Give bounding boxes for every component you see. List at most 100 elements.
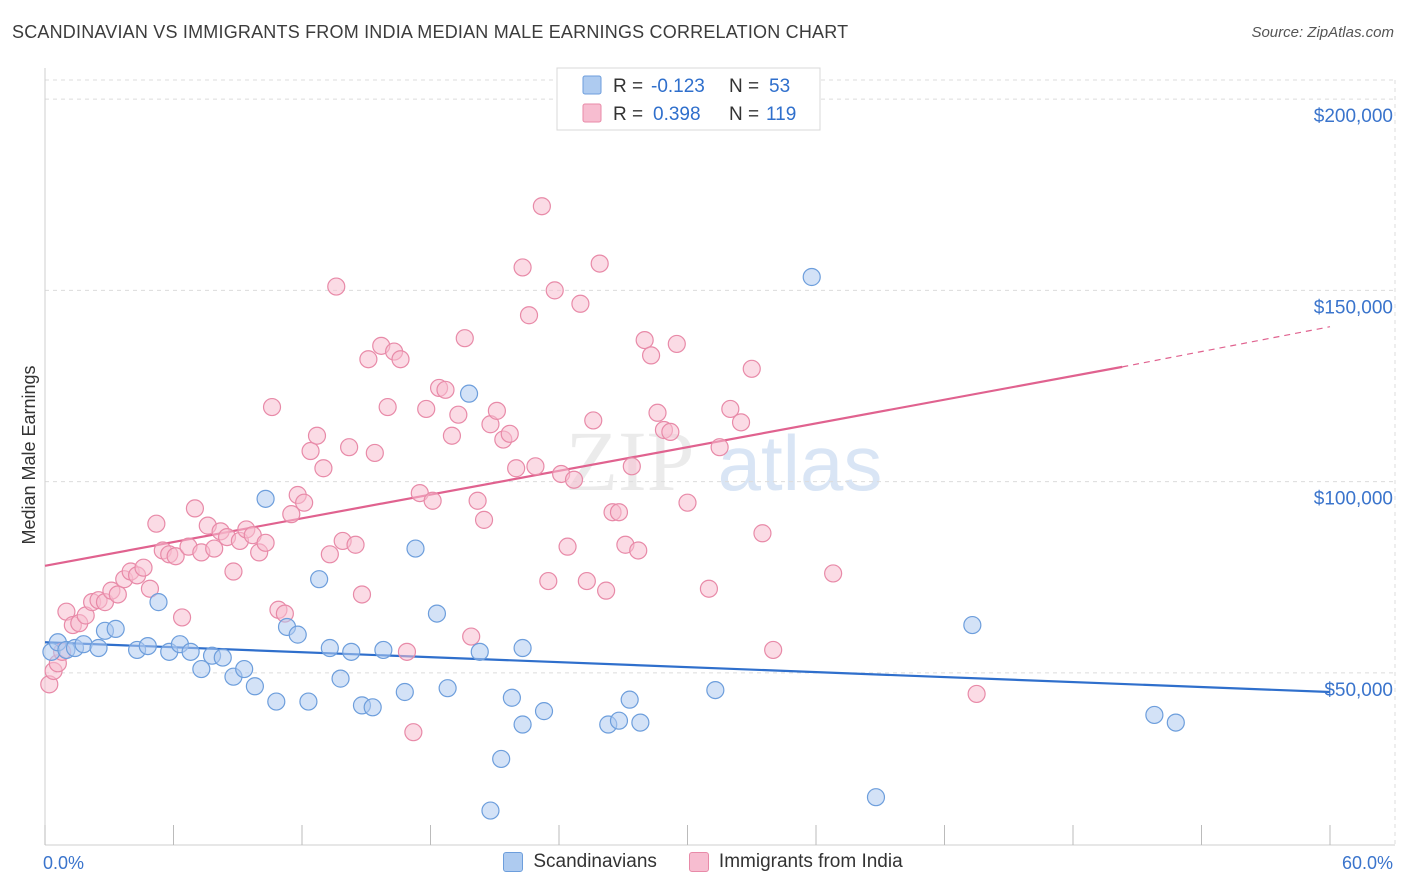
point-india bbox=[584, 411, 603, 430]
point-india bbox=[442, 426, 462, 445]
point-india bbox=[635, 331, 654, 350]
point-scandinavians bbox=[963, 615, 982, 635]
point-scandinavians bbox=[802, 267, 821, 287]
y-tick-label: $200,000 bbox=[1314, 106, 1393, 127]
point-india bbox=[147, 514, 166, 533]
y-tick-label: $100,000 bbox=[1314, 489, 1393, 510]
point-india bbox=[487, 401, 506, 420]
point-india bbox=[532, 197, 551, 216]
point-india bbox=[346, 535, 365, 554]
point-scandinavians bbox=[89, 638, 108, 658]
point-scandinavians bbox=[138, 636, 157, 656]
point-india bbox=[455, 329, 474, 348]
point-india bbox=[359, 350, 378, 369]
point-india bbox=[731, 413, 751, 432]
point-india bbox=[256, 533, 275, 552]
point-india bbox=[577, 571, 596, 591]
point-india bbox=[967, 684, 986, 704]
point-india bbox=[753, 524, 772, 543]
point-india bbox=[436, 380, 455, 399]
trend-line-india bbox=[44, 365, 1123, 567]
points bbox=[40, 197, 1185, 820]
point-scandinavians bbox=[706, 680, 725, 700]
point-india bbox=[307, 426, 327, 445]
axes bbox=[44, 68, 1395, 846]
legend-item-scandinavians: Scandinavians bbox=[503, 851, 657, 873]
point-india bbox=[262, 397, 282, 417]
point-scandinavians bbox=[481, 801, 500, 820]
point-india bbox=[474, 510, 494, 529]
point-india bbox=[404, 723, 423, 742]
stats-legend: R = -0.123 N = 53 R = 0.398 N = 119 bbox=[556, 67, 821, 131]
legend-swatch-pink bbox=[688, 852, 709, 872]
point-india bbox=[282, 505, 301, 524]
point-scandinavians bbox=[149, 593, 168, 612]
point-scandinavians bbox=[320, 638, 339, 658]
point-india bbox=[710, 438, 729, 457]
point-scandinavians bbox=[534, 702, 554, 721]
point-scandinavians bbox=[609, 711, 629, 730]
point-india bbox=[678, 493, 697, 512]
point-scandinavians bbox=[256, 489, 275, 508]
stats-r-value-1: -0.123 bbox=[651, 76, 705, 97]
point-india bbox=[500, 424, 519, 443]
point-india bbox=[824, 564, 843, 583]
point-india bbox=[661, 422, 680, 441]
point-scandinavians bbox=[631, 713, 650, 732]
x-tick-label: 60.0% bbox=[1342, 853, 1393, 873]
stats-n-value-1: 53 bbox=[769, 76, 790, 97]
trend-line-india-extension bbox=[1122, 326, 1331, 368]
point-india bbox=[721, 399, 740, 419]
legend-label-scandinavians: Scandinavians bbox=[533, 851, 657, 872]
point-scandinavians bbox=[406, 539, 425, 558]
point-scandinavians bbox=[1145, 705, 1164, 725]
legend-label-india: Immigrants from India bbox=[718, 851, 903, 872]
point-india bbox=[108, 585, 127, 604]
point-india bbox=[166, 547, 185, 566]
point-india bbox=[185, 499, 205, 518]
point-scandinavians bbox=[213, 648, 232, 667]
point-scandinavians bbox=[374, 640, 393, 660]
stats-r-label-2: R = bbox=[613, 104, 643, 125]
y-tick-label: $50,000 bbox=[1324, 680, 1393, 701]
point-scandinavians bbox=[395, 682, 414, 702]
point-india bbox=[391, 350, 410, 369]
point-scandinavians bbox=[427, 604, 447, 623]
point-scandinavians bbox=[470, 642, 489, 661]
point-india bbox=[507, 459, 526, 478]
point-india bbox=[597, 581, 616, 600]
legend-swatch-blue bbox=[503, 852, 524, 872]
point-india bbox=[564, 470, 584, 489]
point-india bbox=[224, 562, 243, 581]
point-scandinavians bbox=[438, 679, 457, 698]
point-india bbox=[205, 539, 224, 558]
point-scandinavians bbox=[620, 690, 639, 709]
point-india bbox=[629, 541, 648, 560]
point-scandinavians bbox=[331, 669, 350, 688]
point-scandinavians bbox=[513, 715, 532, 734]
point-scandinavians bbox=[502, 688, 521, 707]
point-scandinavians bbox=[342, 642, 361, 661]
point-india bbox=[340, 438, 359, 457]
point-india bbox=[423, 491, 442, 510]
point-scandinavians bbox=[288, 625, 307, 644]
point-india bbox=[320, 545, 339, 564]
point-scandinavians bbox=[866, 788, 886, 807]
point-india bbox=[590, 254, 609, 273]
point-india bbox=[648, 403, 667, 422]
point-india bbox=[172, 608, 192, 627]
point-scandinavians bbox=[106, 619, 125, 638]
point-scandinavians bbox=[363, 698, 382, 717]
source-label: Source: ZipAtlas.com bbox=[1251, 24, 1394, 41]
point-scandinavians bbox=[181, 642, 200, 661]
point-india bbox=[571, 294, 590, 313]
stats-n-value-2: 119 bbox=[766, 104, 796, 125]
point-scandinavians bbox=[1166, 713, 1185, 732]
point-india bbox=[462, 627, 481, 646]
point-india bbox=[295, 493, 314, 512]
point-india bbox=[539, 571, 558, 591]
point-india bbox=[764, 640, 783, 660]
point-india bbox=[449, 405, 468, 424]
point-scandinavians bbox=[310, 570, 329, 589]
